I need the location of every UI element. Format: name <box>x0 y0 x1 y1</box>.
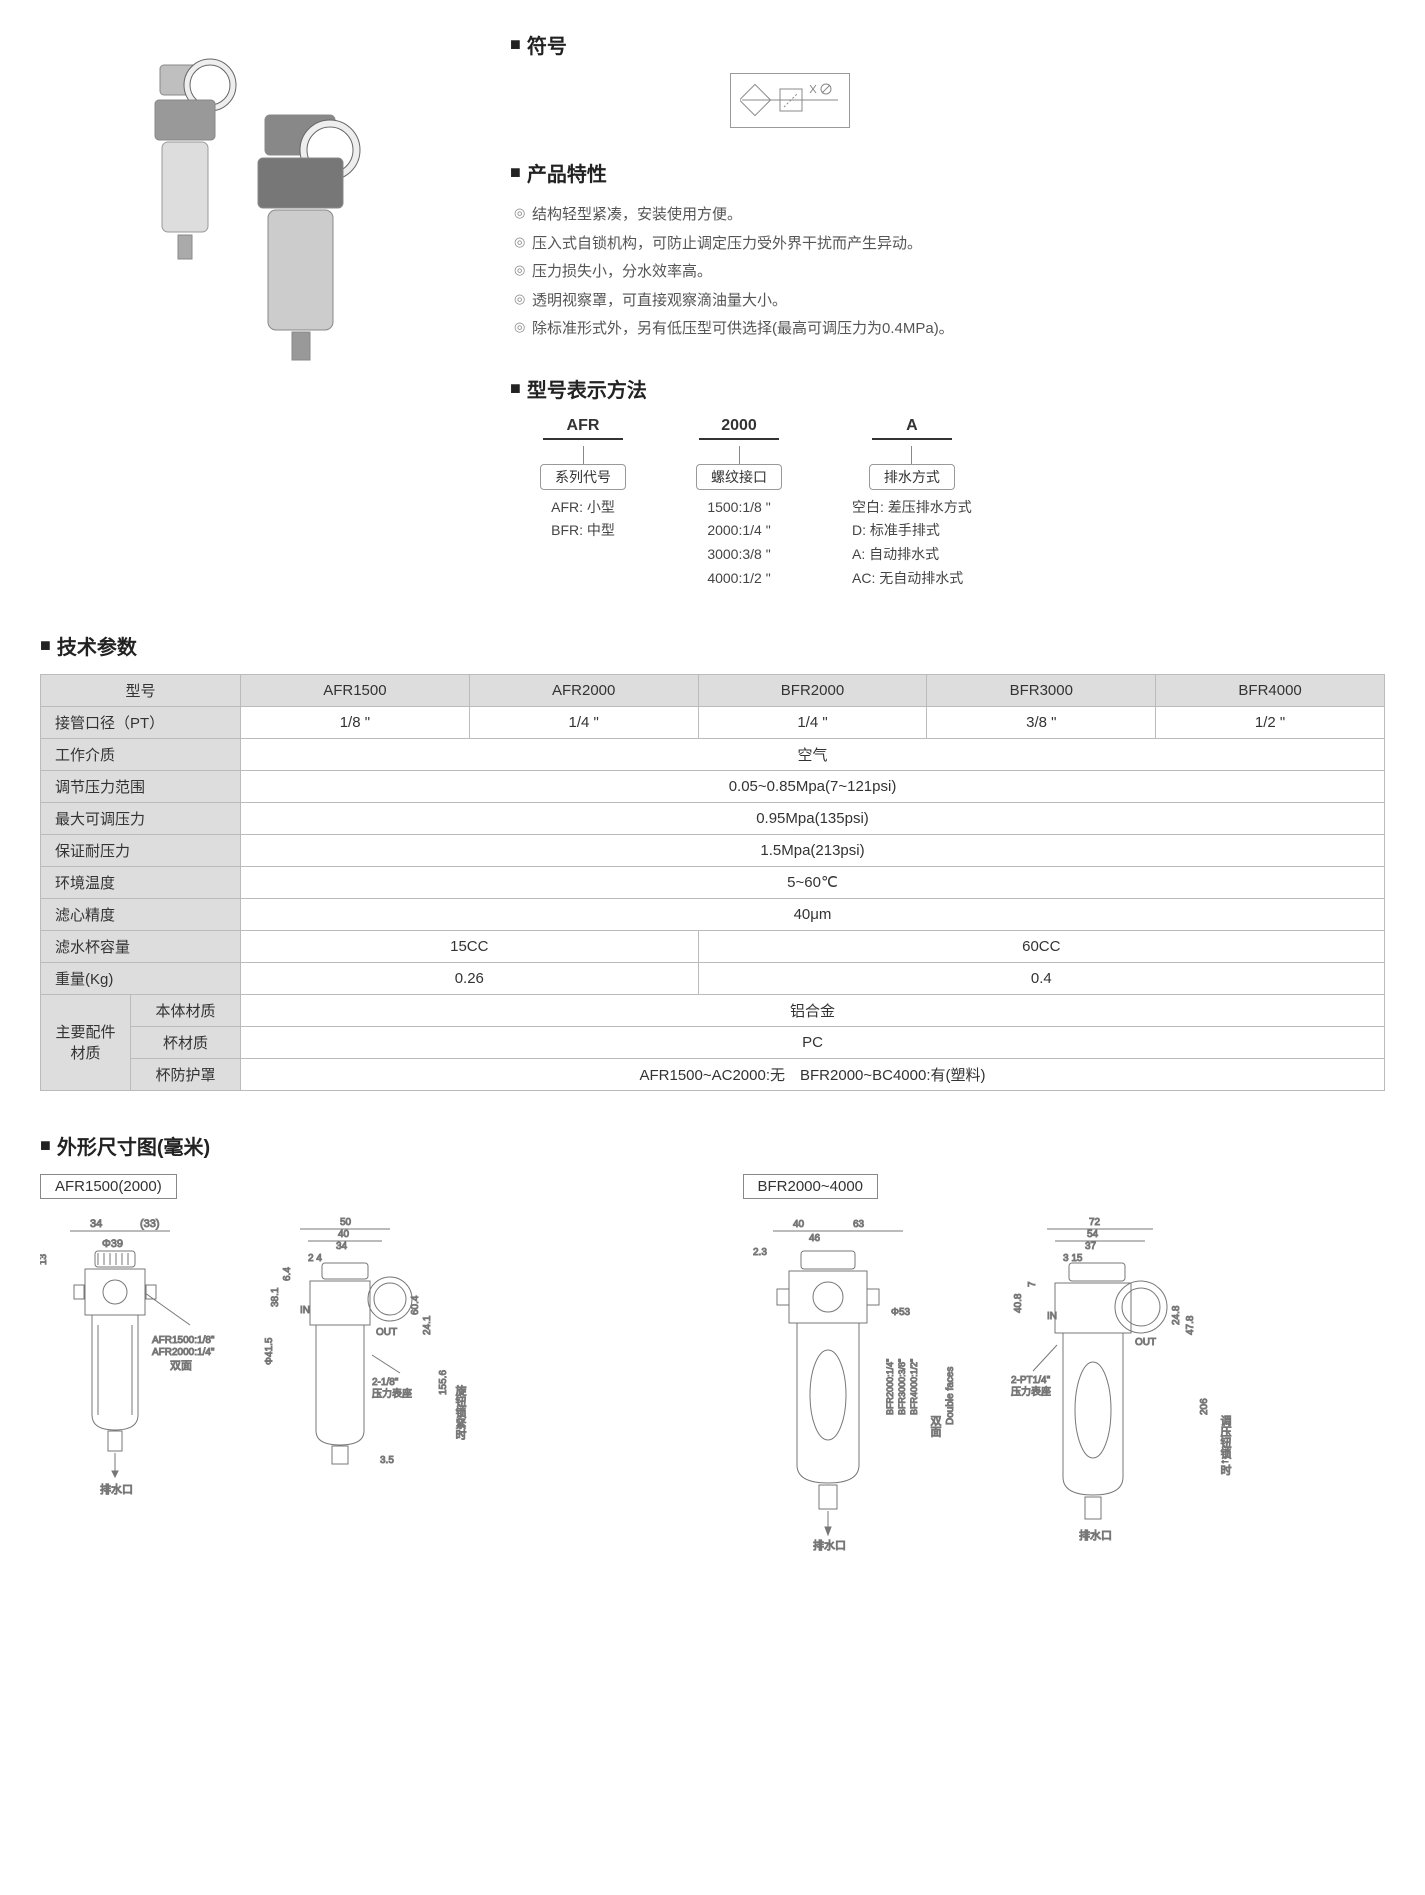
dim-label: BFR2000~4000 <box>743 1174 879 1199</box>
svg-text:38.1: 38.1 <box>270 1287 281 1307</box>
feature-item: 除标准形式外，另有低压型可供选择(最高可调压力为0.4MPa)。 <box>514 315 1385 344</box>
model-tag: 系列代号 <box>540 464 626 490</box>
svg-text:IN: IN <box>1047 1311 1057 1322</box>
svg-text:2-PT1/4": 2-PT1/4" <box>1011 1375 1051 1386</box>
svg-text:206: 206 <box>1199 1398 1210 1415</box>
model-title: 型号表示方法 <box>510 374 1385 403</box>
spec-model: BFR4000 <box>1156 674 1385 706</box>
spec-header-label: 型号 <box>41 674 241 706</box>
features-title: 产品特性 <box>510 158 1385 187</box>
svg-text:Φ53: Φ53 <box>891 1307 911 1318</box>
feature-item: 透明视察罩，可直接观察滴油量大小。 <box>514 287 1385 316</box>
svg-text:BFR3000:3/8": BFR3000:3/8" <box>897 1358 907 1414</box>
spec-model: AFR1500 <box>241 674 470 706</box>
model-tag: 排水方式 <box>869 464 955 490</box>
svg-text:3.5: 3.5 <box>380 1455 394 1466</box>
dim-label: AFR1500(2000) <box>40 1174 177 1199</box>
dim-group-afr: AFR1500(2000) 34 (33) Φ39 13 <box>40 1174 683 1555</box>
svg-text:BFR2000:1/4": BFR2000:1/4" <box>885 1358 895 1414</box>
svg-text:60.4: 60.4 <box>410 1295 421 1315</box>
product-photo <box>40 30 440 370</box>
svg-text:Φ41.5: Φ41.5 <box>264 1337 275 1365</box>
svg-text:AFR1500:1/8": AFR1500:1/8" <box>152 1335 215 1346</box>
svg-text:24.8: 24.8 <box>1171 1305 1182 1325</box>
svg-text:Double faces: Double faces <box>945 1366 956 1424</box>
pneumatic-symbol <box>730 73 850 128</box>
svg-text:2 4: 2 4 <box>308 1253 322 1264</box>
model-options: 1500:1/8 " 2000:1/4 " 3000:3/8 " 4000:1/… <box>707 496 770 591</box>
spec-title: 技术参数 <box>40 631 1385 660</box>
dim-afr-side: 50 40 34 2 4 IN OUT 38 <box>260 1215 490 1525</box>
dim-group-bfr: BFR2000~4000 40 63 46 2.3 <box>743 1174 1386 1555</box>
model-header: AFR <box>543 417 623 440</box>
svg-text:(33): (33) <box>140 1218 160 1230</box>
spec-model: BFR3000 <box>927 674 1156 706</box>
svg-text:2-1/8": 2-1/8" <box>372 1377 399 1388</box>
svg-text:2.3: 2.3 <box>753 1247 767 1258</box>
svg-text:50: 50 <box>340 1217 352 1228</box>
svg-text:40: 40 <box>338 1229 350 1240</box>
svg-text:47.8: 47.8 <box>1185 1315 1196 1335</box>
model-options: AFR: 小型 BFR: 中型 <box>551 496 615 544</box>
svg-text:34: 34 <box>90 1218 102 1230</box>
symbol-title: 符号 <box>510 30 1385 59</box>
svg-text:压力表座: 压力表座 <box>1011 1385 1051 1398</box>
dim-bfr-side: 72 54 37 3 15 IN OUT 40.8 7 <box>1003 1215 1243 1555</box>
model-tag: 螺纹接口 <box>696 464 782 490</box>
svg-text:34: 34 <box>336 1241 348 1252</box>
svg-text:7: 7 <box>1027 1281 1038 1287</box>
spec-model: AFR2000 <box>469 674 698 706</box>
model-options: 空白: 差压排水方式 D: 标准手排式 A: 自动排水式 AC: 无自动排水式 <box>852 496 972 591</box>
model-header: A <box>872 417 952 440</box>
svg-text:63: 63 <box>853 1219 865 1230</box>
svg-text:双面: 双面 <box>929 1414 942 1436</box>
svg-text:6.4: 6.4 <box>282 1266 293 1280</box>
svg-text:双面: 双面 <box>170 1359 192 1372</box>
svg-text:排水口: 排水口 <box>1079 1528 1112 1542</box>
dim-afr-front: 34 (33) Φ39 13 <box>40 1215 230 1525</box>
dim-bfr-front: 40 63 46 2.3 Φ53 <box>743 1215 973 1555</box>
svg-text:排水口: 排水口 <box>813 1538 846 1552</box>
svg-text:排水口: 排水口 <box>100 1482 133 1496</box>
spec-model: BFR2000 <box>698 674 927 706</box>
svg-text:压力表座: 压力表座 <box>372 1387 412 1400</box>
svg-text:54: 54 <box>1087 1229 1099 1240</box>
dim-title: 外形尺寸图(毫米) <box>40 1131 1385 1160</box>
feature-list: 结构轻型紧凑，安装使用方便。 压入式自锁机构，可防止调定压力受外界干扰而产生异动… <box>510 201 1385 344</box>
svg-text:13: 13 <box>40 1253 49 1265</box>
svg-text:24.1: 24.1 <box>422 1315 433 1335</box>
svg-text:46: 46 <box>809 1233 821 1244</box>
svg-text:AFR2000:1/4": AFR2000:1/4" <box>152 1347 215 1358</box>
svg-text:调压钮锁↓时: 调压钮锁↓时 <box>1219 1414 1232 1475</box>
svg-text:旋钮锁紧时: 旋钮锁紧时 <box>454 1383 467 1439</box>
feature-item: 压力损失小，分水效率高。 <box>514 258 1385 287</box>
model-header: 2000 <box>699 417 779 440</box>
svg-text:155.6: 155.6 <box>438 1369 449 1394</box>
svg-text:IN: IN <box>300 1305 310 1316</box>
model-notation: AFR 系列代号 AFR: 小型 BFR: 中型 2000 螺纹接口 1500:… <box>510 417 1385 591</box>
feature-item: 结构轻型紧凑，安装使用方便。 <box>514 201 1385 230</box>
feature-item: 压入式自锁机构，可防止调定压力受外界干扰而产生异动。 <box>514 230 1385 259</box>
svg-text:40: 40 <box>793 1219 805 1230</box>
svg-text:37: 37 <box>1085 1241 1097 1252</box>
svg-text:40.8: 40.8 <box>1013 1293 1024 1313</box>
svg-text:BFR4000:1/2": BFR4000:1/2" <box>909 1358 919 1414</box>
spec-table: 型号 AFR1500 AFR2000 BFR2000 BFR3000 BFR40… <box>40 674 1385 1091</box>
svg-text:OUT: OUT <box>1135 1337 1156 1348</box>
svg-text:3 15: 3 15 <box>1063 1253 1083 1264</box>
svg-text:OUT: OUT <box>376 1327 397 1338</box>
svg-text:Φ39: Φ39 <box>102 1238 123 1250</box>
svg-text:72: 72 <box>1089 1217 1101 1228</box>
